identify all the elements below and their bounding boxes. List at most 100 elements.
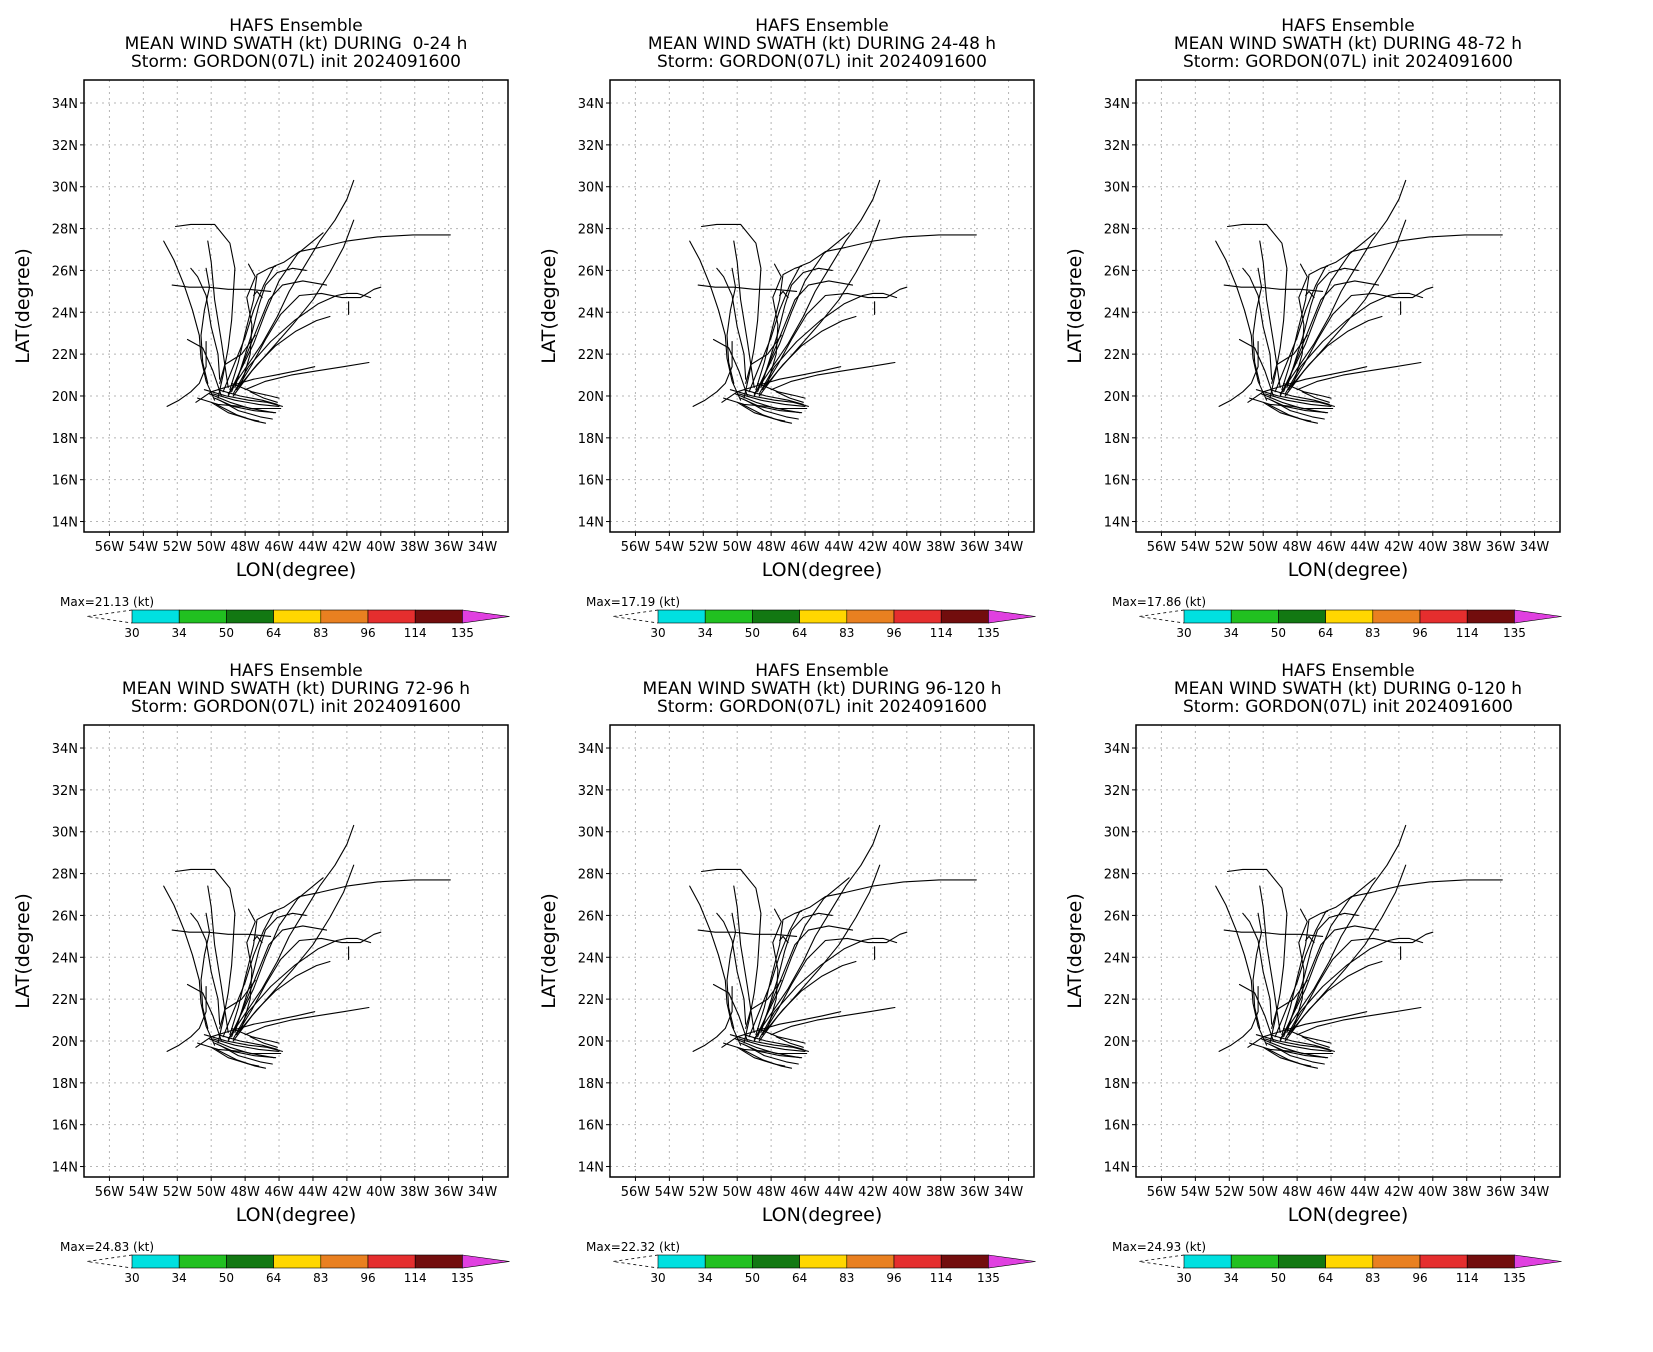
colorbar-swatch [940,609,989,624]
track-lines [163,824,451,1069]
track-line [1296,1006,1422,1036]
track-lines [1215,179,1503,424]
x-axis-label: LON(degree) [236,559,357,581]
track-line [1264,1038,1332,1052]
y-tick-label: 22N [578,348,604,363]
track-line [1281,265,1329,391]
panel-title-storm: Storm: GORDON(07L) init 2024091600 [131,697,461,717]
x-tick-label: 52W [689,1185,719,1200]
x-tick-label: 44W [824,540,854,555]
colorbar-swatch [273,609,322,624]
x-axis-label: LON(degree) [762,1204,883,1226]
x-tick-label: 48W [756,1185,786,1200]
track-line [757,1027,806,1044]
colorbar-swatch [1372,1254,1421,1269]
colorbar-level-label: 83 [839,626,854,640]
colorbar-swatch [1230,609,1279,624]
colorbar: Max=21.13 (kt) 30 34 50 64 83 96 114 135 [60,595,510,640]
colorbar-level-label: 34 [1224,626,1239,640]
x-tick-label: 44W [1350,540,1380,555]
y-tick-label: 30N [578,826,604,841]
plot-frame [1135,724,1561,1178]
colorbar-swatch [1183,1254,1232,1269]
plot-frame [83,79,509,533]
track-line [743,389,804,405]
x-tick-label: 48W [230,540,260,555]
track-line [1288,286,1434,391]
x-tick-label: 56W [95,1185,125,1200]
track-line [779,935,789,944]
track-line [767,908,782,1029]
colorbar-level-label: 34 [172,1271,187,1285]
plot-frame [1135,79,1561,533]
colorbar-lower-triangle [86,1254,133,1269]
max-value-label: Max=21.13 (kt) [60,595,154,609]
y-tick-label: 22N [52,348,78,363]
y-tick-label: 16N [1104,474,1130,489]
colorbar-upper-triangle [1514,609,1562,624]
colorbar-lower-triangle [612,1254,659,1269]
colorbar-level-label: 50 [745,626,760,640]
colorbar-swatch [367,1254,416,1269]
track-line [166,986,207,1052]
y-tick-label: 16N [578,1119,604,1134]
x-tick-label: 46W [790,1185,820,1200]
track-line [716,912,747,1025]
x-tick-label: 40W [1418,540,1448,555]
track-line [203,1034,283,1052]
x-tick-label: 52W [689,540,719,555]
y-tick-label: 24N [52,951,78,966]
x-tick-label: 48W [756,540,786,555]
track-line [1242,912,1273,1025]
track-line [758,937,898,1040]
x-tick-label: 42W [332,540,362,555]
y-tick-label: 18N [1104,432,1130,447]
x-axis-label: LON(degree) [762,559,883,581]
track-line [697,284,798,292]
track-line [1223,284,1324,292]
colorbar-swatch [178,609,227,624]
colorbar-level-label: 64 [792,1271,807,1285]
x-tick-label: 40W [892,1185,922,1200]
track-line [1286,267,1359,389]
grid-lines [1136,725,1560,1177]
track-line [1293,263,1308,384]
track-line [689,240,742,401]
y-tick-label: 32N [578,139,604,154]
x-tick-label: 54W [655,540,685,555]
colorbar-lower-triangle [612,609,659,624]
track-line [207,240,229,389]
track-line [701,223,762,399]
track-line [741,1048,793,1069]
y-tick-label: 18N [578,1077,604,1092]
colorbar-swatch [1419,1254,1468,1269]
x-tick-label: 38W [1452,1185,1482,1200]
colorbar-level-label: 114 [1456,626,1479,640]
colorbar-level-label: 96 [886,626,901,640]
y-tick-label: 30N [1104,826,1130,841]
track-line [241,263,256,384]
y-tick-label: 30N [578,181,604,196]
colorbar-swatch [846,609,895,624]
track-line [712,338,748,397]
y-tick-label: 16N [1104,1119,1130,1134]
panel-title-storm: Storm: GORDON(07L) init 2024091600 [1183,697,1513,717]
colorbar-level-label: 64 [1318,1271,1333,1285]
track-lines [163,179,451,424]
x-tick-label: 36W [434,1185,464,1200]
colorbar-level-label: 30 [1176,1271,1191,1285]
x-tick-label: 34W [994,540,1024,555]
y-tick-label: 24N [1104,306,1130,321]
x-tick-label: 52W [163,1185,193,1200]
track-line [1255,1034,1335,1052]
colorbar-level-label: 135 [977,1271,1000,1285]
track-line [1252,912,1263,1029]
track-line [762,931,908,1036]
colorbar-swatch [131,1254,180,1269]
colorbar-level-label: 114 [930,626,953,640]
track-line [726,912,737,1029]
track-line [232,937,372,1040]
colorbar-level-label: 34 [1224,1271,1239,1285]
